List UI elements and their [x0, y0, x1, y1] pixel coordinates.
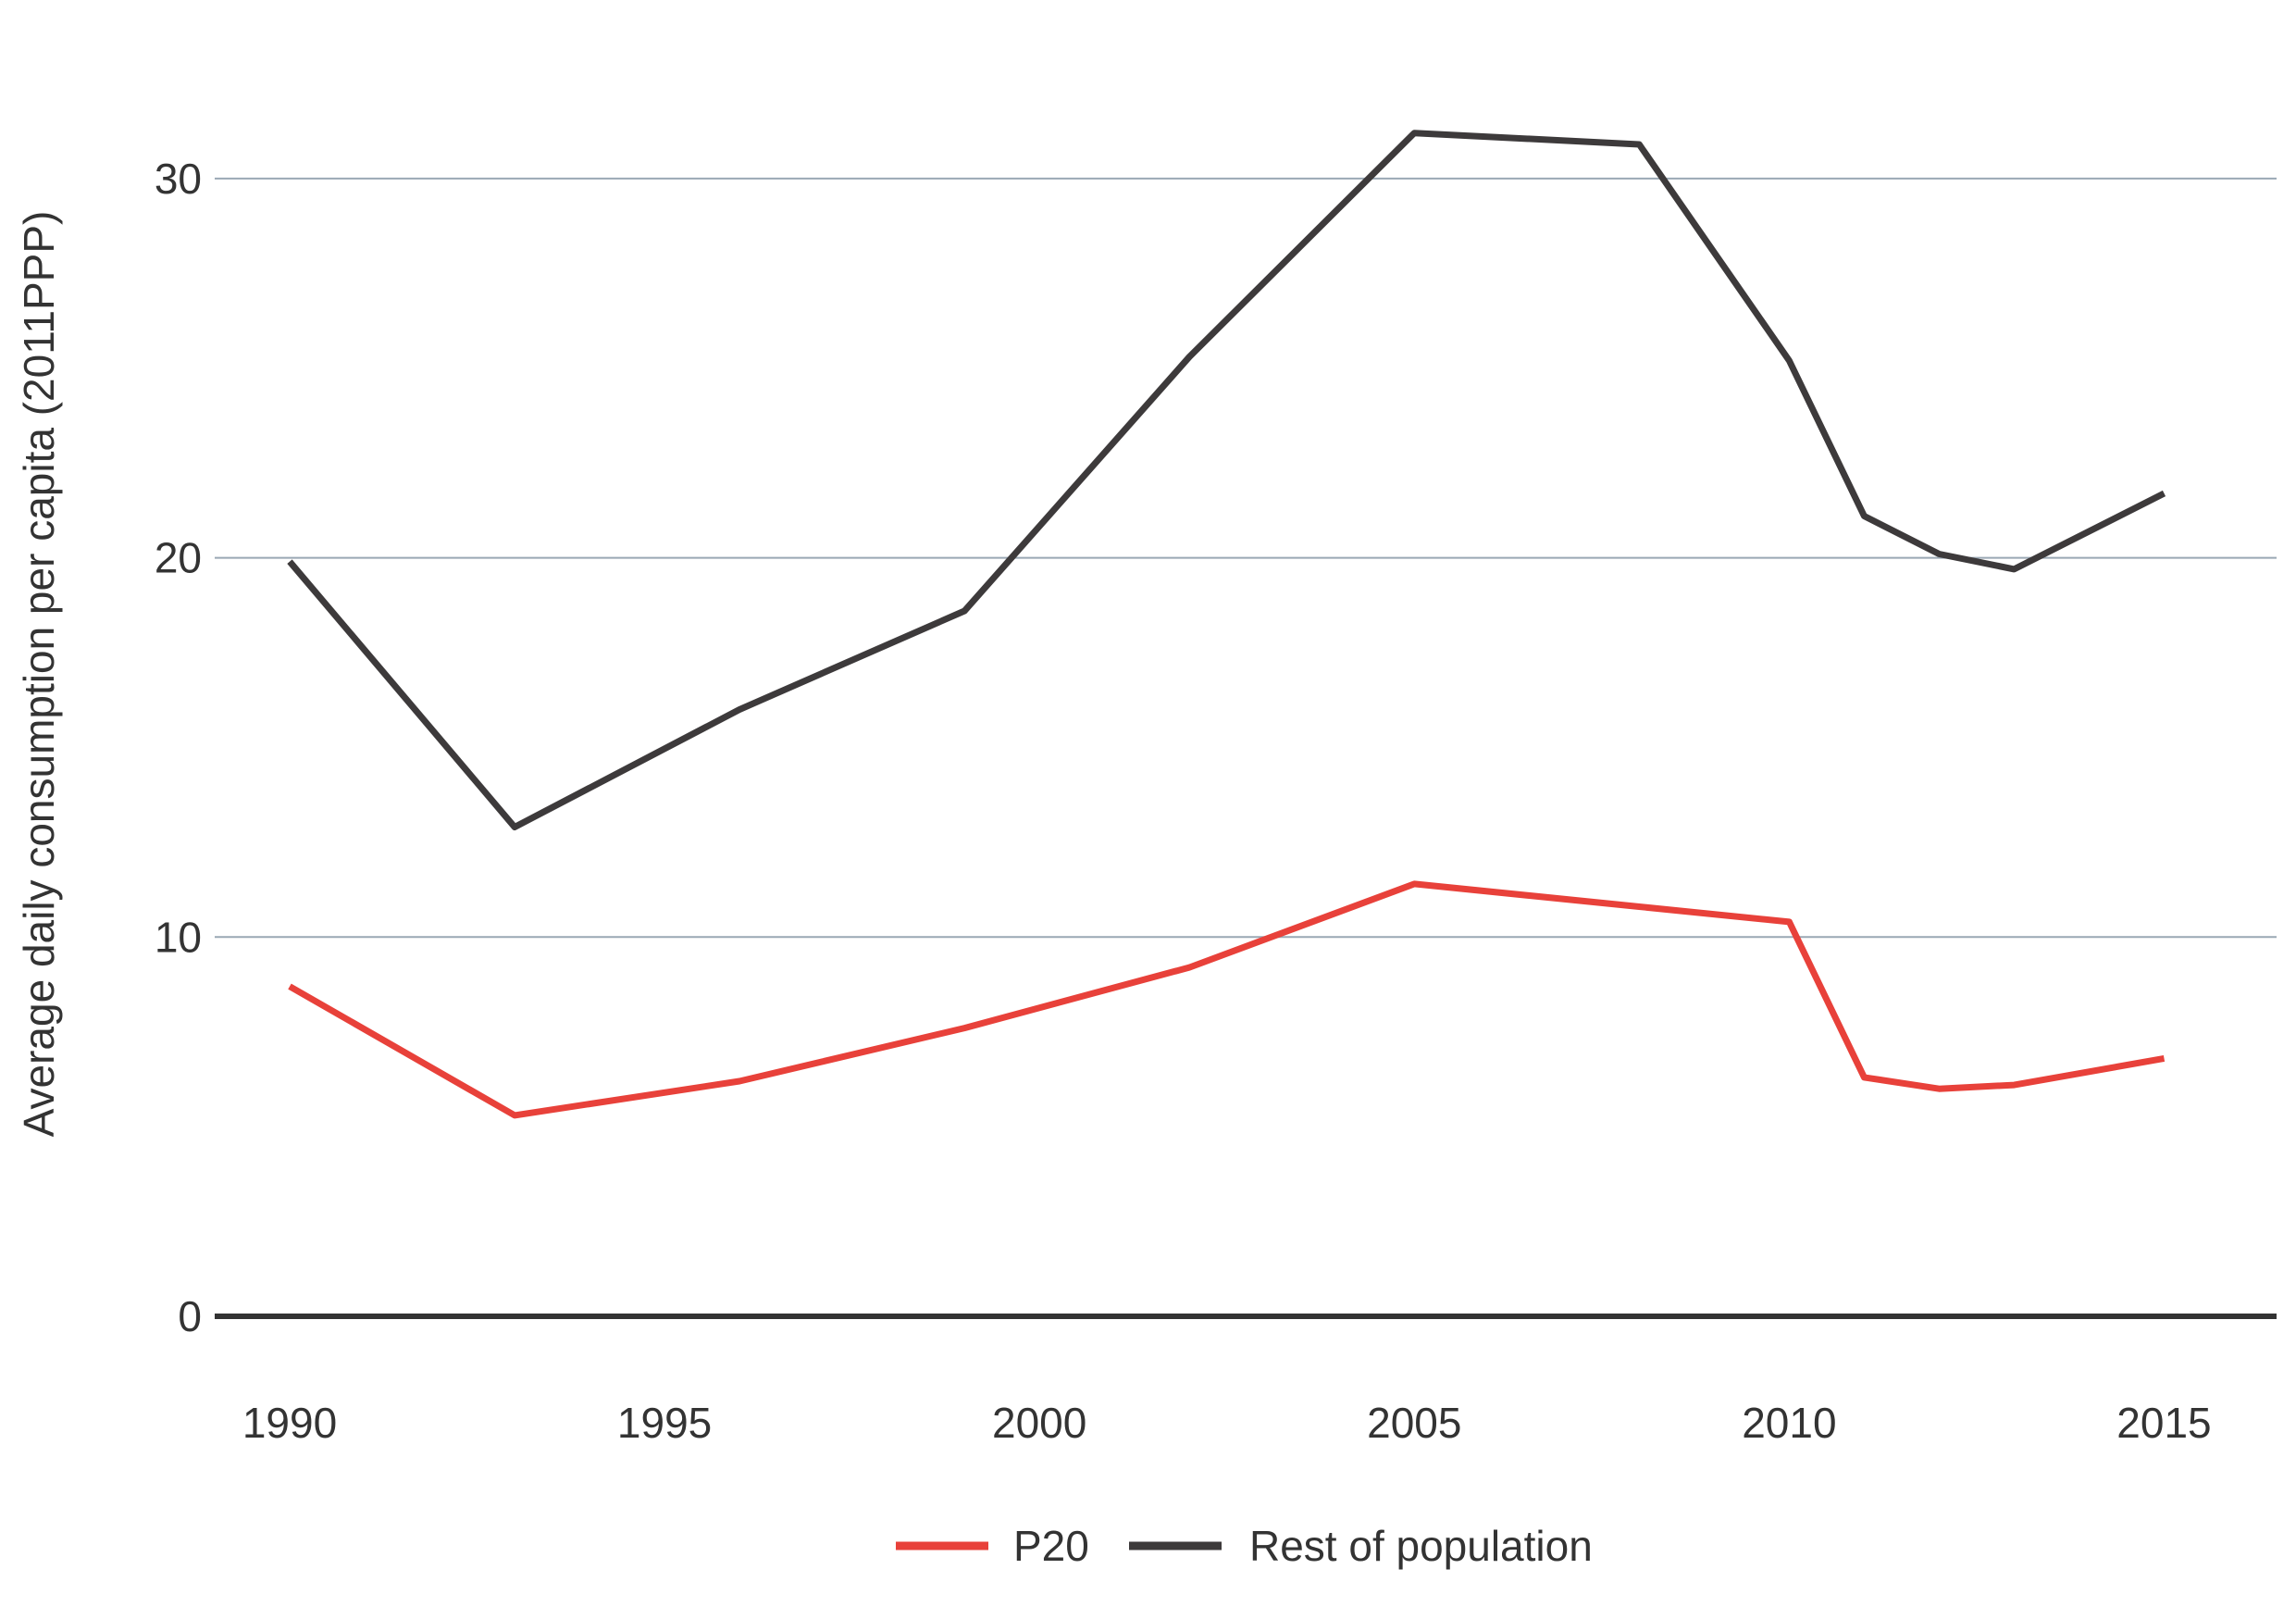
y-tick-label-20: 20	[155, 534, 202, 582]
series-line-p20	[288, 880, 2166, 1119]
legend-label-p20: P20	[1013, 1522, 1089, 1570]
legend: P20 Rest of population	[896, 1522, 1593, 1570]
y-tick-label-30: 30	[155, 155, 202, 203]
y-tick-label-0: 0	[178, 1292, 202, 1340]
x-tick-label-1990: 1990	[242, 1399, 337, 1447]
y-axis-tick-labels: 0 10 20 30	[155, 155, 202, 1340]
gridlines	[215, 177, 2277, 1319]
x-tick-label-2015: 2015	[2116, 1399, 2211, 1447]
x-tick-label-1995: 1995	[617, 1399, 712, 1447]
x-tick-label-2005: 2005	[1367, 1399, 1461, 1447]
x-axis-tick-labels: 1990 1995 2000 2005 2010 2015	[242, 1399, 2212, 1447]
series-lines	[287, 130, 2166, 1119]
x-tick-label-2000: 2000	[992, 1399, 1086, 1447]
series-line-rest-of-population	[287, 130, 2166, 830]
x-tick-label-2010: 2010	[1742, 1399, 1836, 1447]
legend-label-rest-of-population: Rest of population	[1249, 1522, 1593, 1570]
y-axis-title: Average daily consumption per capita (20…	[15, 211, 63, 1138]
y-tick-label-10: 10	[155, 913, 202, 961]
